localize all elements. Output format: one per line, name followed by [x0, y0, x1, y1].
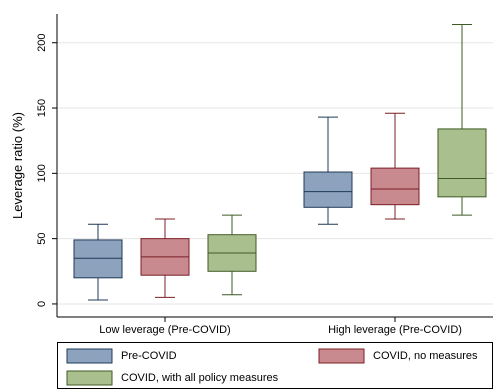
y-tick-label: 100 [36, 164, 48, 182]
y-tick-label: 200 [36, 34, 48, 52]
legend-label: COVID, no measures [373, 350, 478, 362]
legend-swatch [66, 370, 113, 386]
legend-swatch [66, 348, 113, 364]
y-tick-label: 50 [36, 233, 48, 245]
legend-label: COVID, with all policy measures [121, 372, 279, 384]
x-tick-label: Low leverage (Pre-COVID) [99, 324, 230, 336]
y-tick-label: 150 [36, 99, 48, 117]
box [437, 128, 487, 198]
box [303, 171, 353, 208]
y-tick-label: 0 [36, 301, 48, 307]
legend-swatch [318, 348, 365, 364]
legend-box [57, 342, 493, 389]
legend-label: Pre-COVID [121, 350, 177, 362]
box [73, 239, 123, 279]
box [370, 167, 420, 206]
x-tick-label: High leverage (Pre-COVID) [328, 324, 462, 336]
y-axis-title: Leverage ratio (%) [10, 112, 25, 219]
